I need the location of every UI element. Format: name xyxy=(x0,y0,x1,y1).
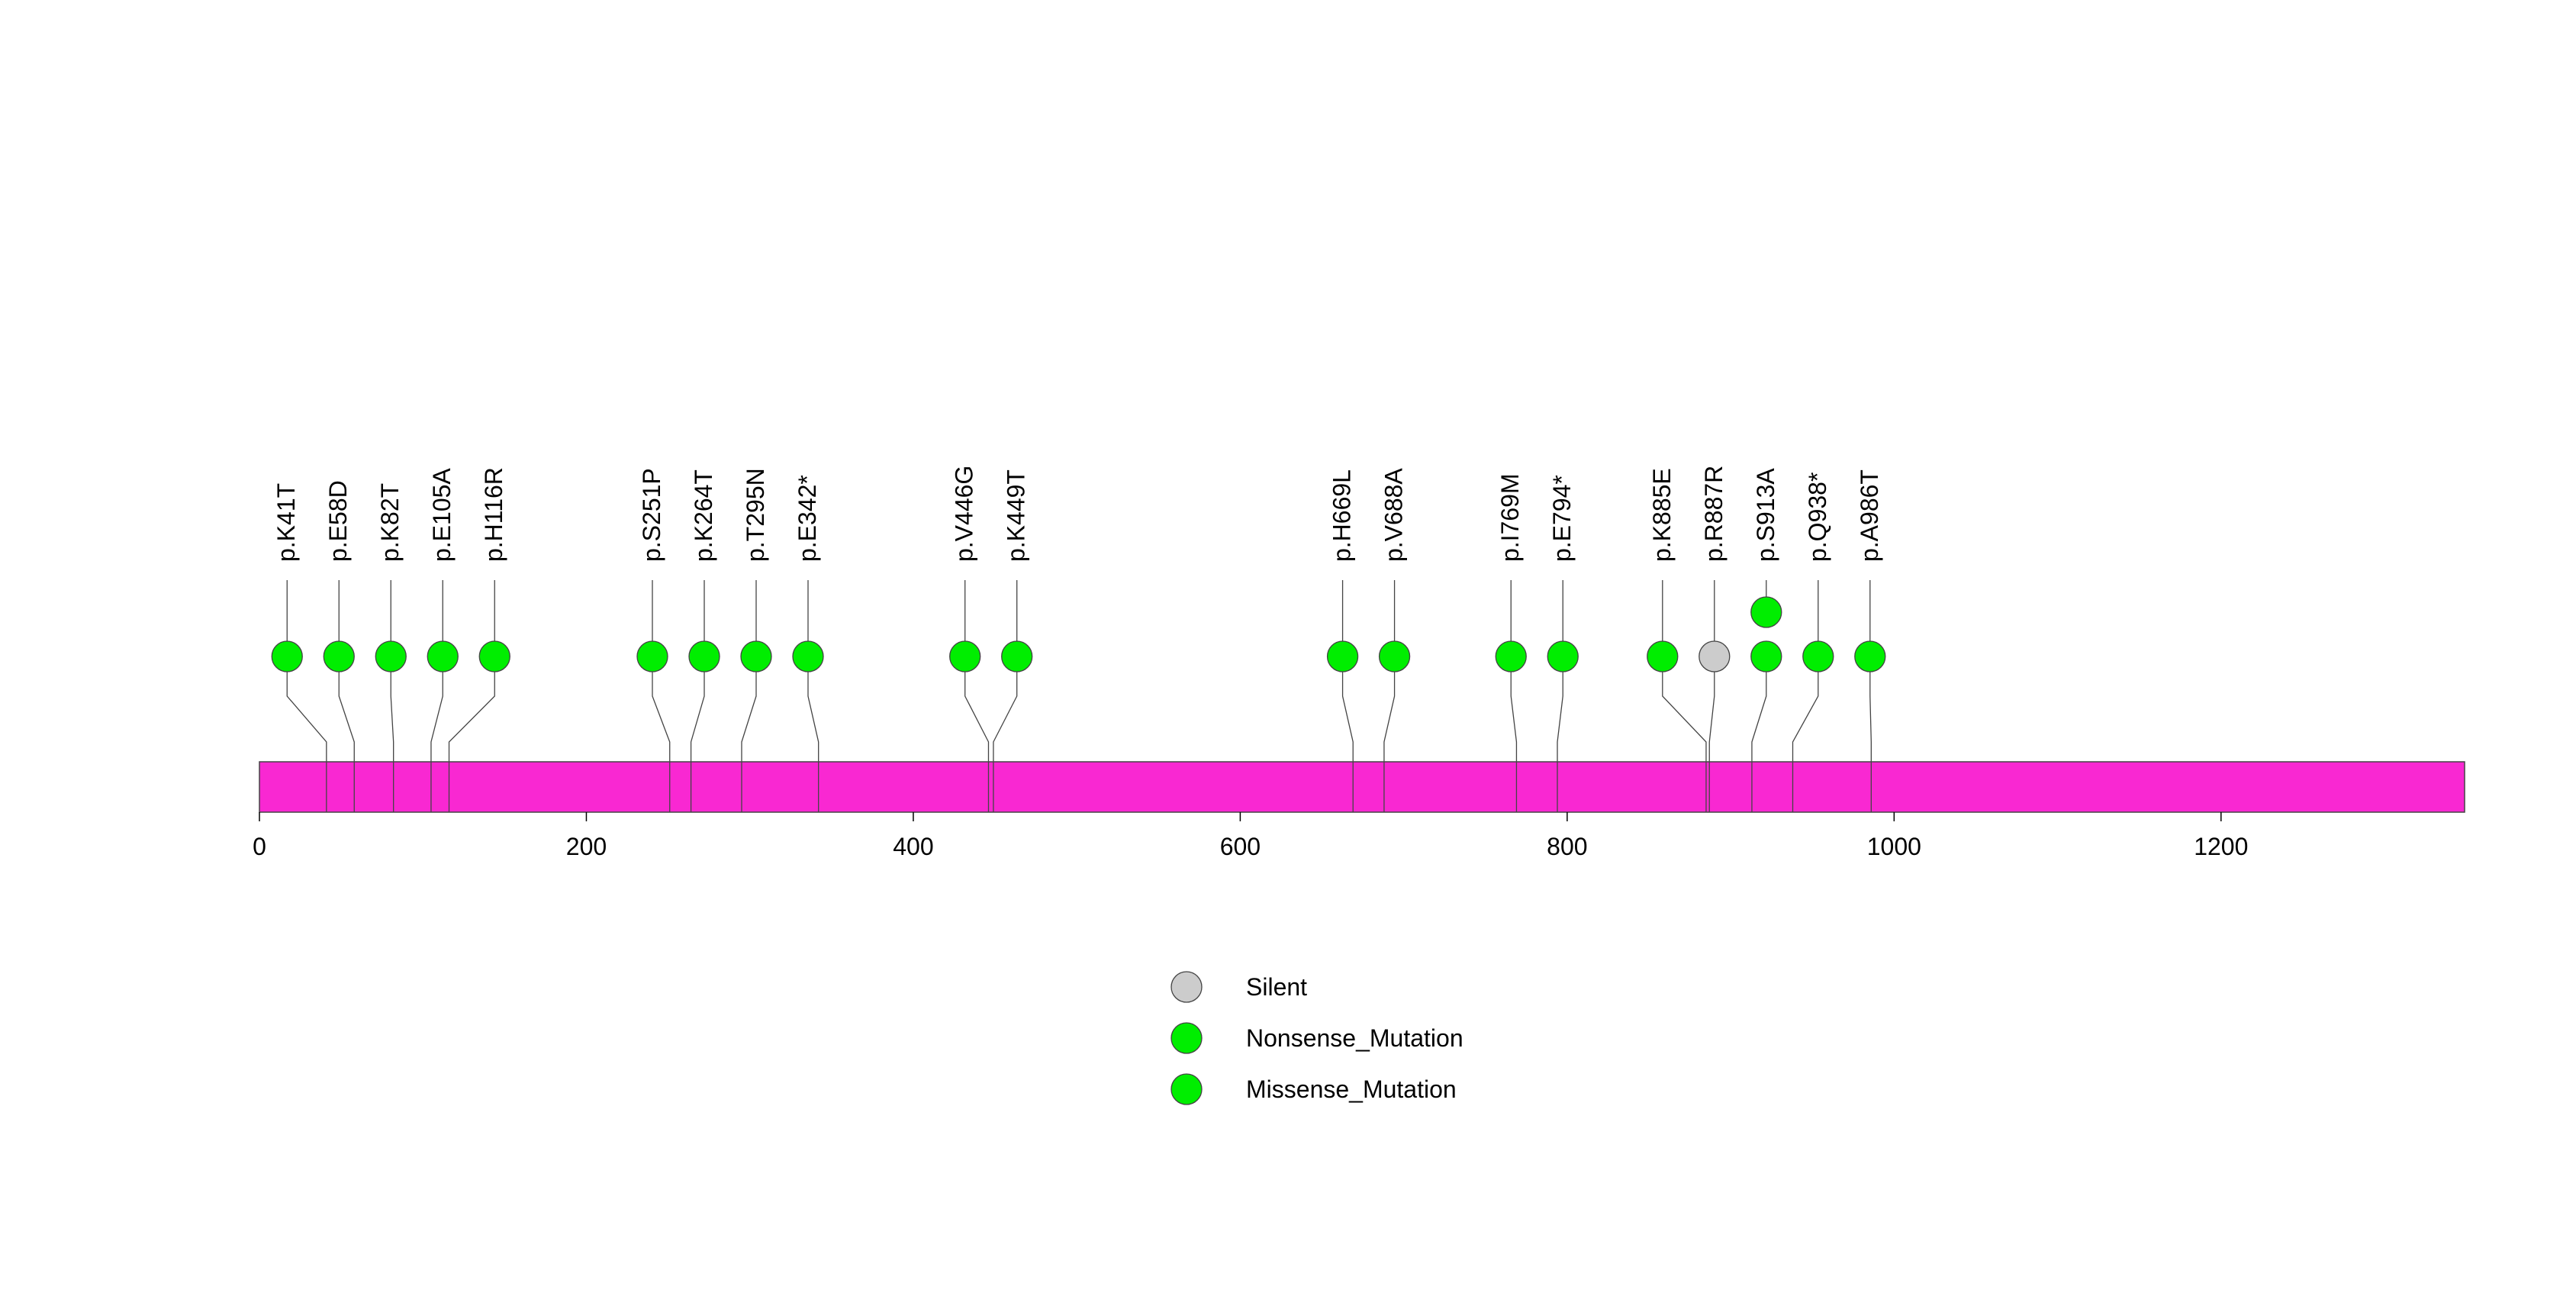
mutation-label: p.I769M xyxy=(1496,473,1524,562)
mutation-dot xyxy=(271,640,303,672)
axis-tick-label: 800 xyxy=(1547,833,1587,860)
connector-line xyxy=(286,656,327,762)
connector-line xyxy=(741,656,757,762)
axis-tick-label: 0 xyxy=(253,833,266,860)
axis-tick-label: 1000 xyxy=(1867,833,1921,860)
axis-tick-label: 600 xyxy=(1220,833,1261,860)
mutation-dot xyxy=(740,640,772,672)
mutation-label: p.K885E xyxy=(1648,468,1676,562)
mutation-dot xyxy=(1495,640,1527,672)
mutation-label: p.K41T xyxy=(272,483,300,562)
connector-line xyxy=(1751,656,1767,762)
mutation-label: p.K449T xyxy=(1003,469,1030,562)
mutation-dot xyxy=(323,640,355,672)
connector-line xyxy=(690,656,705,762)
connector-lines xyxy=(286,656,1872,762)
mutation-dot xyxy=(1547,640,1579,672)
mutation-label: p.A986T xyxy=(1856,469,1883,562)
mutation-dot xyxy=(949,640,981,672)
axis-tick-label: 400 xyxy=(893,833,933,860)
connector-line xyxy=(430,656,443,762)
mutation-dot xyxy=(1326,640,1359,672)
mutation-label: p.S251P xyxy=(638,468,665,562)
connector-line xyxy=(993,656,1018,762)
mutation-dot xyxy=(478,640,510,672)
mutation-markers xyxy=(271,596,1886,672)
axis-tick-label: 1200 xyxy=(2194,833,2248,860)
mutation-dot xyxy=(1802,640,1834,672)
mutation-dot xyxy=(1699,640,1731,672)
legend-marker xyxy=(1170,1073,1203,1105)
mutation-dot xyxy=(1750,596,1782,628)
mutation-dot xyxy=(688,640,720,672)
connector-line xyxy=(1869,656,1872,762)
lollipop-stems xyxy=(286,580,1871,656)
mutation-label: p.H669L xyxy=(1328,469,1356,562)
mutation-label: p.V446G xyxy=(951,466,978,562)
mutation-dot xyxy=(1647,640,1679,672)
connector-line xyxy=(1510,656,1518,762)
mutation-label: p.E105A xyxy=(428,468,456,562)
legend-marker xyxy=(1170,971,1203,1003)
mutation-dot xyxy=(1854,640,1886,672)
mutation-label: p.K264T xyxy=(690,469,717,562)
legend-label: Missense_Mutation xyxy=(1246,1076,1457,1103)
legend-label: Silent xyxy=(1246,973,1307,1001)
mutation-labels: p.K41T p.E58D p.K82T p.E105A p.H116R p.S251P p… xyxy=(272,466,1883,562)
connector-line xyxy=(1341,656,1354,762)
connector-line xyxy=(390,656,394,762)
mutation-dot xyxy=(1750,640,1782,672)
mutation-dot xyxy=(1001,640,1033,672)
connector-line xyxy=(448,656,495,762)
mutation-label: p.T295N xyxy=(742,468,769,562)
connector-line xyxy=(1708,656,1715,762)
legend-marker xyxy=(1170,1022,1203,1054)
connector-line xyxy=(1557,656,1563,762)
mutation-dot xyxy=(427,640,459,672)
connector-line xyxy=(1662,656,1707,762)
mutation-label: p.E794* xyxy=(1548,475,1576,562)
connector-line xyxy=(652,656,671,762)
connector-line xyxy=(964,656,990,762)
axis-tick-label: 200 xyxy=(566,833,607,860)
mutation-dot xyxy=(636,640,668,672)
mutation-dot xyxy=(1378,640,1411,672)
mutation-label: p.S913A xyxy=(1752,468,1779,562)
mutation-label: p.K82T xyxy=(376,483,404,562)
mutation-label: p.E342* xyxy=(794,475,821,562)
mutation-label: p.H116R xyxy=(480,467,507,562)
connector-line xyxy=(1383,656,1396,762)
legend: Silent Nonsense_Mutation Missense_Mutation xyxy=(1170,971,1463,1105)
mutation-label: p.V688A xyxy=(1380,468,1408,562)
connector-line xyxy=(807,656,819,762)
mutation-dot xyxy=(375,640,407,672)
mutation-label: p.E58D xyxy=(324,480,352,562)
protein-bar xyxy=(259,761,2465,813)
mutation-dot xyxy=(792,640,824,672)
mutation-position-marks xyxy=(326,762,1872,812)
mutation-label: p.R887R xyxy=(1700,466,1728,562)
legend-label: Nonsense_Mutation xyxy=(1246,1024,1463,1052)
connector-line xyxy=(338,656,355,762)
connector-line xyxy=(1792,656,1819,762)
mutation-label: p.Q938* xyxy=(1804,472,1831,562)
x-axis: 0 200 400 600 800 1000 1200 xyxy=(253,812,2248,860)
